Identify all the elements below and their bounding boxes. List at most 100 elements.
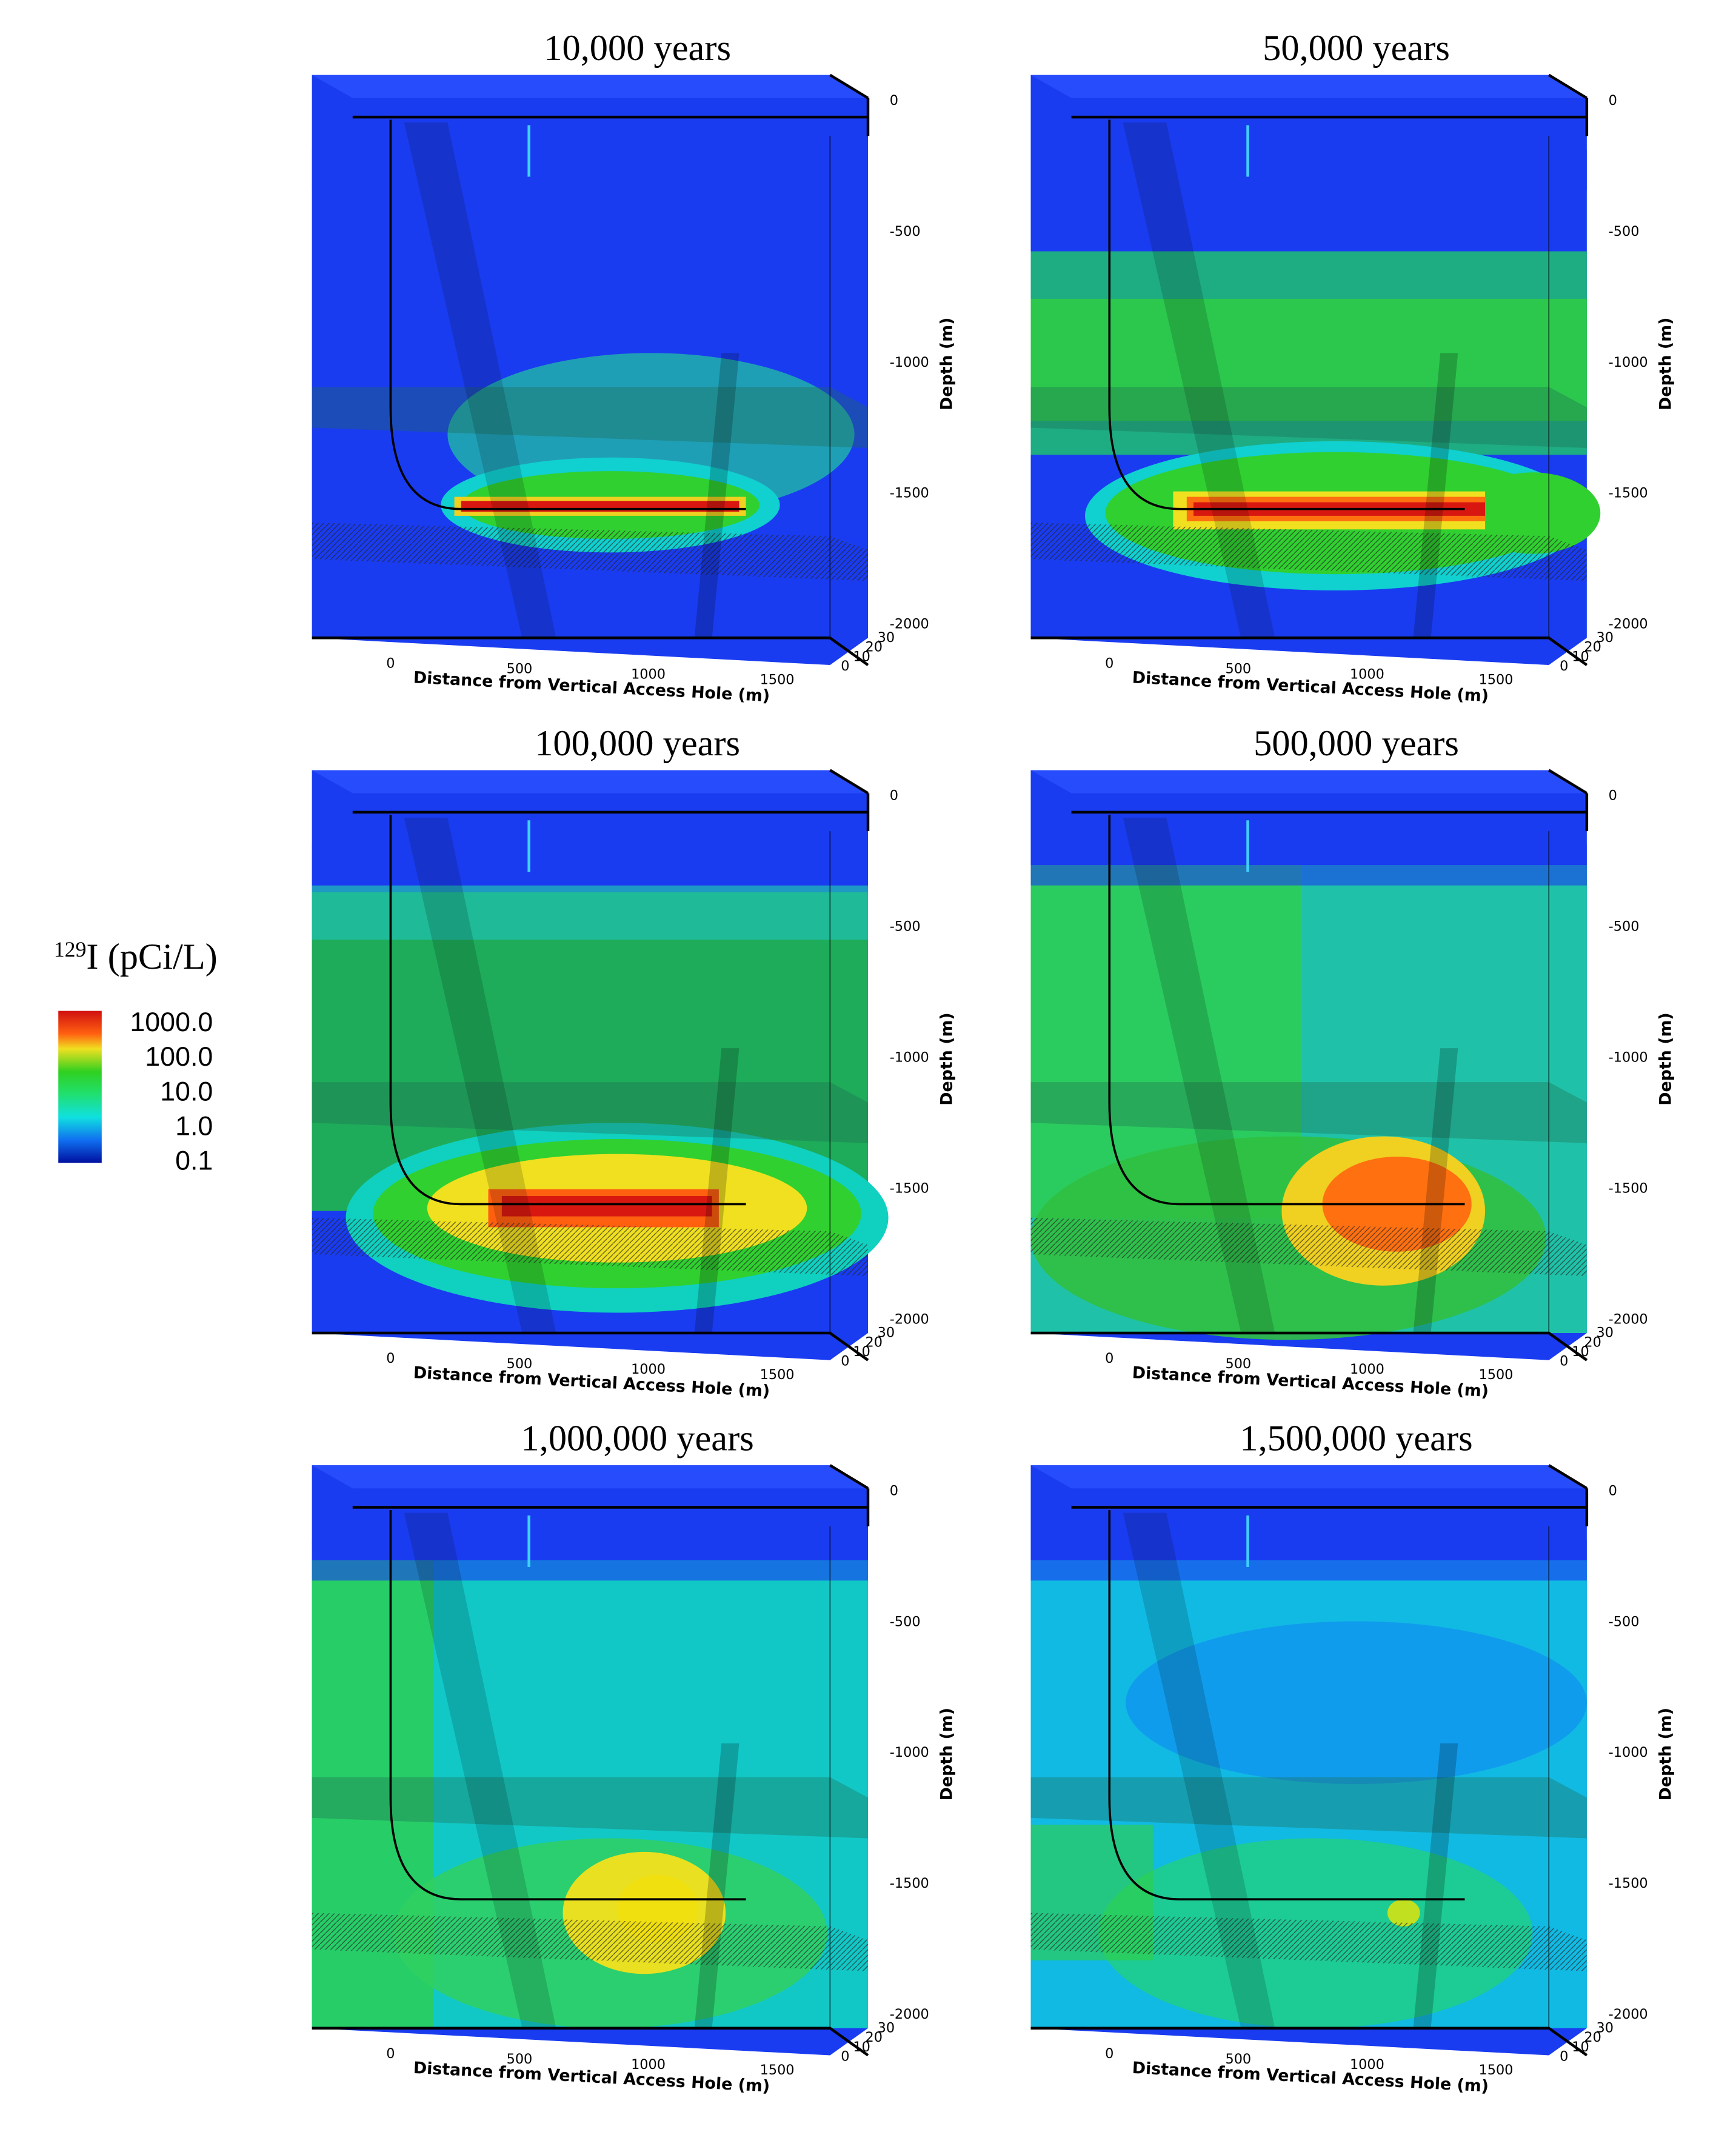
z-tick-label: -1500 (890, 1180, 929, 1196)
y-tick-label: 10 (853, 649, 870, 664)
z-tick-label: -500 (1609, 1614, 1640, 1629)
x-tick-label: 0 (1105, 656, 1113, 672)
z-tick-label: -1500 (1609, 486, 1648, 501)
x-tick-label: 500 (507, 2051, 533, 2067)
x-tick-label: 1500 (1479, 672, 1514, 687)
legend-label: 10.0 (160, 1076, 213, 1106)
x-tick-label: 0 (386, 1351, 395, 1366)
z-axis-label: Depth (m) (938, 1708, 956, 1800)
legend-label: 0.1 (175, 1145, 213, 1175)
x-axis-label: Distance from Vertical Access Hole (m) (413, 1363, 770, 1401)
x-tick-label: 1000 (1350, 666, 1384, 682)
x-axis-label: Distance from Vertical Access Hole (m) (413, 2059, 770, 2096)
upper-layer (1030, 1540, 1587, 1581)
x-axis-label: Distance from Vertical Access Hole (m) (1132, 668, 1489, 706)
panel-title: 10,000 years (544, 28, 731, 69)
hatched-plane (312, 1217, 868, 1277)
z-tick-label: 0 (1609, 788, 1617, 804)
legend-title: 129I (pCi/L) (54, 937, 218, 977)
y-tick-label: 30 (1597, 1325, 1614, 1341)
fault (1413, 1743, 1458, 2028)
y-tick-label: 0 (841, 2048, 849, 2064)
y-tick-label: 30 (878, 630, 895, 646)
y-tick-label: 30 (1597, 630, 1614, 646)
z-tick-label: -1500 (1609, 1876, 1648, 1891)
legend-label: 1000.0 (130, 1007, 213, 1037)
z-tick-label: -1000 (1609, 1745, 1648, 1760)
z-tick-label: -1000 (890, 1745, 929, 1760)
z-tick-label: -1000 (1609, 355, 1648, 370)
z-tick-label: 0 (1609, 1483, 1617, 1499)
legend-sup: 129 (54, 937, 87, 961)
panel-title: 50,000 years (1263, 28, 1450, 69)
plume (312, 885, 868, 940)
borehole (1108, 119, 1465, 510)
z-tick-label: -1500 (1609, 1180, 1648, 1196)
panel-title: 100,000 years (535, 723, 740, 764)
z-axis-label: Depth (m) (938, 318, 956, 410)
aquifer-plane (1030, 1777, 1587, 1839)
plume (1126, 1621, 1587, 1784)
x-tick-label: 500 (1225, 661, 1251, 677)
borehole (1108, 815, 1465, 1206)
z-tick-label: 0 (890, 788, 898, 804)
y-tick-label: 0 (841, 1354, 849, 1369)
y-tick-label: 0 (1560, 1354, 1568, 1369)
hatched-plane (1030, 1217, 1587, 1277)
x-axis-label: Distance from Vertical Access Hole (m) (413, 668, 770, 706)
panel: 1,000,000 years 0 -500 -1000 -1500 -2000 Depth… (312, 1419, 956, 2096)
box-frame (1030, 1464, 1589, 2057)
z-tick-label: -2000 (890, 1311, 929, 1327)
y-tick-label: 30 (1597, 2020, 1614, 2036)
box-frame (312, 769, 870, 1362)
x-tick-label: 1500 (760, 672, 795, 687)
y-tick-label: 20 (866, 1334, 883, 1350)
x-tick-label: 1000 (631, 2057, 666, 2073)
z-tick-label: -1500 (890, 486, 929, 501)
box-frame (312, 1464, 870, 2057)
x-tick-label: 1000 (631, 666, 666, 682)
upper-layer (1030, 844, 1587, 886)
plume (1030, 298, 1587, 421)
fault (1413, 353, 1458, 638)
y-tick-label: 30 (878, 1325, 895, 1341)
y-tick-label: 10 (853, 1344, 870, 1360)
x-tick-label: 1000 (631, 1362, 666, 1377)
z-tick-label: -500 (1609, 224, 1640, 239)
aquifer-plane (312, 387, 868, 449)
y-tick-label: 10 (1572, 649, 1589, 664)
hatched-plane (1030, 523, 1587, 581)
top-face (1030, 1465, 1587, 1489)
panel: 100,000 years 0 -500 -1000 -1500 -2000 Depth (… (312, 723, 956, 1401)
borehole (389, 815, 746, 1206)
upper-layer (312, 149, 868, 190)
top-face (1030, 75, 1587, 98)
z-tick-label: -2000 (1609, 1311, 1648, 1327)
x-tick-label: 1500 (760, 1367, 795, 1383)
aquifer-plane (1030, 387, 1587, 449)
z-tick-label: -500 (890, 919, 921, 935)
y-tick-label: 0 (1560, 2048, 1568, 2064)
z-tick-label: -2000 (890, 2007, 929, 2022)
y-tick-label: 0 (841, 658, 849, 674)
z-axis-label: Depth (m) (1657, 318, 1675, 410)
plume (501, 1196, 712, 1217)
panel-title: 500,000 years (1254, 723, 1459, 764)
top-face (1030, 770, 1587, 794)
plume (1387, 1899, 1420, 1926)
y-tick-label: 20 (866, 640, 883, 655)
z-axis-label: Depth (m) (1657, 1012, 1675, 1105)
panel: 1,500,000 years 0 -500 -1000 -1500 -2000 Depth… (1030, 1419, 1675, 2096)
upper-layer (312, 1540, 868, 1581)
fault (1413, 1048, 1458, 1334)
z-tick-label: -1000 (890, 355, 929, 370)
hatched-plane (1030, 1913, 1587, 1971)
x-tick-label: 0 (1105, 2046, 1113, 2062)
z-tick-label: 0 (890, 93, 898, 109)
borehole (389, 1510, 746, 1900)
hatched-plane (312, 1913, 868, 1971)
z-tick-label: -500 (890, 1614, 921, 1629)
z-tick-label: 0 (890, 1483, 898, 1499)
y-tick-label: 10 (1572, 2039, 1589, 2055)
